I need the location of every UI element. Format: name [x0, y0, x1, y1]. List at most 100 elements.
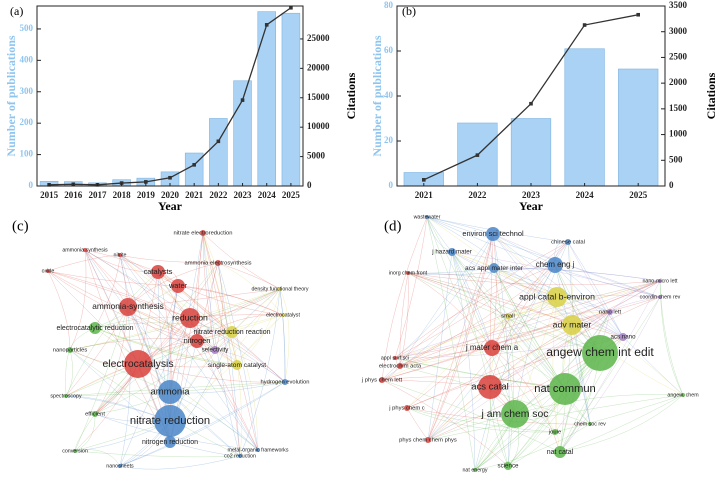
- edge: [74, 413, 96, 452]
- edge: [381, 216, 428, 381]
- edge: [427, 280, 661, 441]
- y-tick-label: 300: [20, 86, 34, 96]
- edge: [196, 314, 284, 342]
- edge: [381, 267, 495, 381]
- node-label: hydrogen evolution: [261, 380, 310, 386]
- edge: [554, 264, 624, 338]
- edge: [407, 272, 624, 338]
- node: [232, 360, 242, 370]
- edge: [119, 254, 219, 264]
- node-label: nitrate reduction: [130, 415, 210, 427]
- edge: [94, 262, 219, 415]
- node: [473, 468, 477, 472]
- edge: [406, 315, 509, 409]
- node: [562, 315, 582, 335]
- node: [547, 257, 563, 273]
- edge: [65, 306, 129, 397]
- edge: [94, 322, 233, 333]
- edge: [137, 363, 286, 383]
- y2-tick-label: 1500: [669, 103, 688, 113]
- edge: [556, 280, 661, 299]
- edge: [189, 288, 281, 319]
- edge: [119, 254, 233, 333]
- node-label: joule: [548, 430, 561, 436]
- line-marker: [422, 178, 426, 182]
- edge: [394, 357, 566, 390]
- y-tick-label: 0: [389, 180, 394, 190]
- edge: [169, 391, 259, 451]
- y-tick-label: 80: [384, 0, 394, 10]
- bar: [510, 118, 552, 187]
- node: [478, 375, 502, 399]
- edge: [507, 315, 514, 467]
- edge: [489, 233, 494, 388]
- edge: [427, 311, 611, 441]
- edge: [119, 254, 259, 451]
- node-label: environ sci technol: [462, 229, 524, 238]
- node-label: chem eng j: [536, 260, 575, 269]
- edge: [514, 311, 611, 415]
- node: [501, 400, 529, 428]
- edge: [489, 311, 611, 388]
- edge: [492, 233, 661, 298]
- edge: [451, 251, 476, 471]
- node-label: coordin chem rev: [640, 294, 681, 300]
- edge: [507, 280, 661, 317]
- node-label: small: [501, 314, 515, 320]
- edge: [231, 331, 259, 451]
- line-marker: [144, 180, 148, 184]
- node-label: nano-micro lett: [642, 278, 678, 284]
- node-label: nitrate reduction reaction: [193, 329, 270, 336]
- edge: [451, 251, 566, 390]
- node-label: oxide: [42, 268, 55, 274]
- node: [549, 373, 581, 405]
- edge: [74, 450, 241, 458]
- edge: [451, 251, 566, 390]
- edge: [127, 306, 216, 351]
- edge: [507, 311, 611, 317]
- edge: [202, 232, 241, 457]
- edge: [47, 270, 171, 393]
- edge: [407, 272, 509, 317]
- y2-tick-label: 20000: [307, 62, 330, 72]
- node: [238, 454, 242, 458]
- edge: [94, 254, 121, 329]
- edge: [399, 272, 409, 367]
- edge: [394, 296, 558, 359]
- edge: [231, 288, 281, 333]
- edge: [399, 233, 494, 367]
- edge: [492, 233, 573, 326]
- edge: [69, 349, 241, 457]
- x-tick-label: 2016: [64, 190, 83, 200]
- edge: [427, 251, 453, 441]
- node-label: j phys chem lett: [361, 378, 403, 384]
- edge: [202, 232, 281, 290]
- line-marker: [168, 175, 172, 180]
- node: [406, 271, 410, 275]
- edge: [381, 379, 561, 453]
- edge: [127, 306, 238, 366]
- edge: [169, 314, 284, 422]
- x-tick-label: 2021: [185, 190, 204, 200]
- x-tick-label: 2024: [576, 190, 595, 200]
- edge: [217, 262, 241, 457]
- edge: [69, 349, 171, 393]
- node: [658, 279, 662, 283]
- edge: [406, 407, 429, 441]
- edge: [559, 280, 661, 453]
- y-tick-label: 0: [29, 180, 34, 190]
- node-label: efficient: [85, 412, 105, 418]
- edge: [65, 314, 284, 397]
- edge: [202, 232, 238, 366]
- edge: [94, 327, 238, 366]
- node-label: electrocatalytic reduction: [56, 325, 133, 332]
- node: [489, 263, 499, 273]
- edge: [47, 254, 121, 272]
- edge: [202, 232, 238, 366]
- edge: [47, 270, 71, 351]
- line-marker: [475, 153, 480, 157]
- edge: [381, 296, 558, 381]
- edge: [381, 241, 569, 381]
- edge: [493, 267, 661, 282]
